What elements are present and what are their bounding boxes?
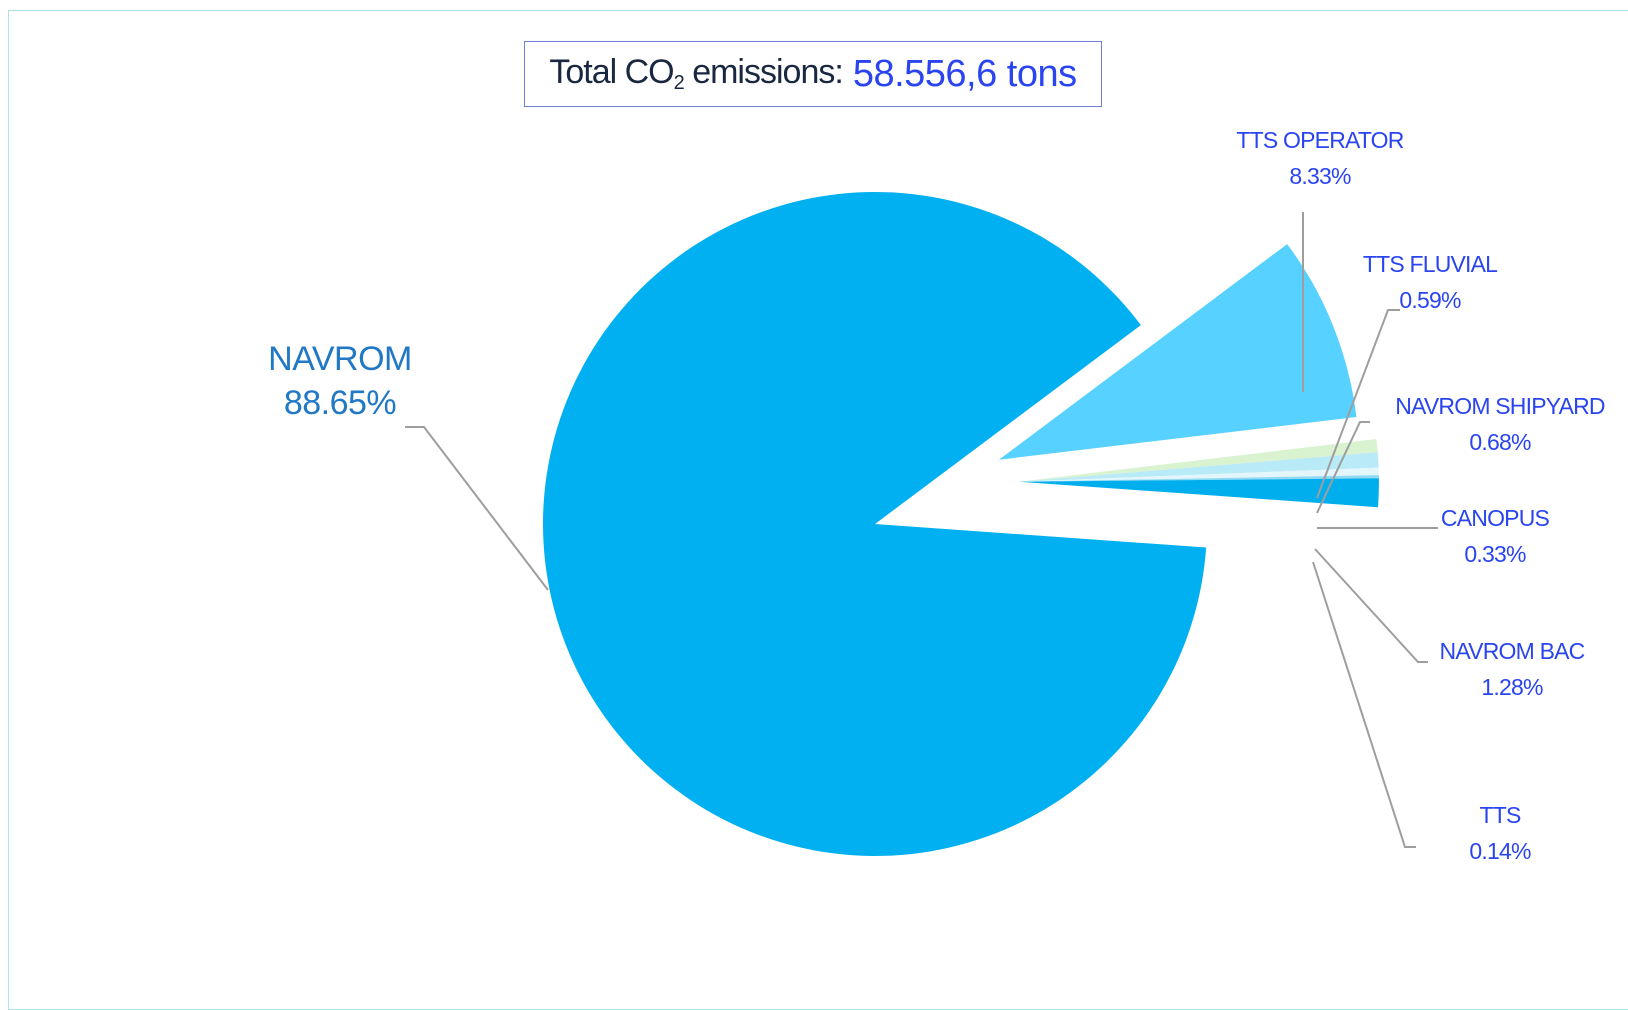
label-canopus-name: CANOPUS (1440, 505, 1550, 531)
pie-slices (543, 192, 1379, 857)
slice-navrom (543, 192, 1207, 857)
title-total-value: 58.556,6 tons (852, 52, 1077, 95)
label-navrom-bac: NAVROM BAC 1.28% (1417, 633, 1607, 705)
label-navrom-shipyard-name: NAVROM SHIPYARD (1395, 393, 1605, 419)
label-canopus-percent: 0.33% (1464, 541, 1526, 567)
chart-title: Total CO2 emissions: 58.556,6 tons (524, 41, 1102, 107)
label-tts-name: TTS (1479, 802, 1521, 828)
label-navrom-percent: 88.65% (283, 384, 397, 422)
label-tts-fluvial-percent: 0.59% (1399, 287, 1461, 313)
label-tts-fluvial-name: TTS FLUVIAL (1362, 251, 1498, 277)
leader-navrom (405, 426, 549, 591)
label-navrom-shipyard-percent: 0.68% (1469, 429, 1531, 455)
leader-navrom-shipyard (1316, 421, 1370, 514)
slice-navrom-bac (1018, 478, 1379, 508)
label-tts-fluvial: TTS FLUVIAL 0.59% (1340, 246, 1520, 318)
label-navrom-name: NAVROM (268, 340, 412, 378)
label-tts-operator-percent: 8.33% (1289, 163, 1351, 189)
pie-chart (405, 192, 1438, 857)
label-canopus: CANOPUS 0.33% (1420, 500, 1570, 572)
leader-lines (405, 212, 1438, 848)
slice-navrom-shipyard (1018, 452, 1379, 482)
slice-tts-operator (998, 244, 1357, 460)
label-navrom-bac-name: NAVROM BAC (1439, 638, 1586, 664)
label-tts-operator-name: TTS OPERATOR (1236, 127, 1404, 153)
label-tts-percent: 0.14% (1469, 838, 1531, 864)
label-navrom-bac-percent: 1.28% (1481, 674, 1543, 700)
slice-tts (1018, 475, 1379, 482)
title-text: Total CO2 emissions: (549, 53, 843, 94)
leader-tts (1312, 561, 1416, 848)
leader-tts-fluvial (1316, 309, 1400, 499)
label-navrom-shipyard: NAVROM SHIPYARD 0.68% (1375, 388, 1625, 460)
slice-canopus (1018, 467, 1379, 482)
slice-tts-fluvial (1018, 439, 1378, 482)
label-tts-operator: TTS OPERATOR 8.33% (1215, 122, 1425, 194)
leader-navrom-bac (1314, 548, 1428, 663)
label-navrom: NAVROM 88.65% (250, 337, 430, 425)
label-tts: TTS 0.14% (1440, 797, 1560, 869)
